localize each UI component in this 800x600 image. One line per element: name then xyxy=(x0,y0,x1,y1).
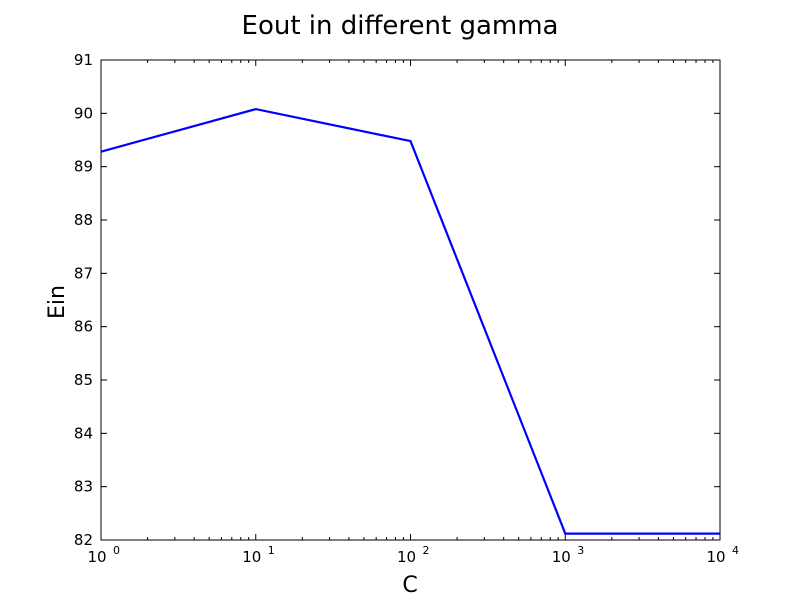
x-tick-label-base: 10 xyxy=(87,548,106,566)
x-tick-label-exponent: 3 xyxy=(577,544,584,557)
x-tick-label-exponent: 1 xyxy=(268,544,275,557)
y-tick-label: 83 xyxy=(74,478,93,496)
y-axis-title: Ein xyxy=(45,285,70,319)
x-axis-title: C xyxy=(402,573,417,598)
y-tick-label: 91 xyxy=(74,51,93,69)
x-tick-label-exponent: 0 xyxy=(113,544,120,557)
y-tick-label: 90 xyxy=(74,104,93,122)
y-tick-label: 82 xyxy=(74,531,93,549)
y-tick-label: 89 xyxy=(74,158,93,176)
x-tick-label-base: 10 xyxy=(552,548,571,566)
y-tick-label: 88 xyxy=(74,211,93,229)
y-tick-label: 84 xyxy=(74,424,93,442)
y-tick-label: 85 xyxy=(74,371,93,389)
y-tick-label: 86 xyxy=(74,318,93,336)
x-tick-label-exponent: 2 xyxy=(423,544,430,557)
x-tick-label-exponent: 4 xyxy=(732,544,739,557)
chart-title: Eout in different gamma xyxy=(242,11,559,41)
series-line xyxy=(100,107,720,535)
x-tick-label-base: 10 xyxy=(397,548,416,566)
x-tick-label-base: 10 xyxy=(242,548,261,566)
plot-frame xyxy=(100,59,721,541)
y-tick-label: 87 xyxy=(74,264,93,282)
x-tick-label-base: 10 xyxy=(706,548,725,566)
